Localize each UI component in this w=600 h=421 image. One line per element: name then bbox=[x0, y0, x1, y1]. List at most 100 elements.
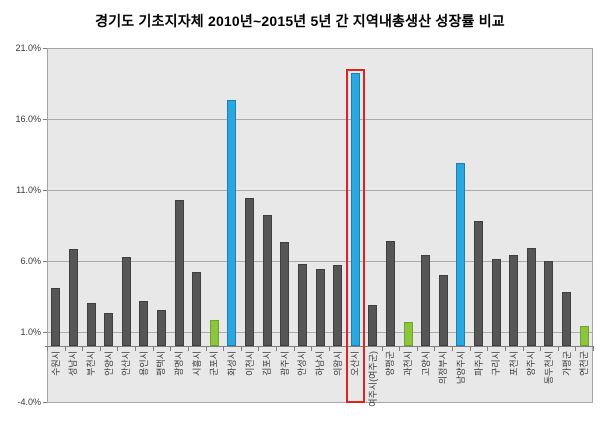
plot-area bbox=[47, 48, 593, 403]
bar-양평군 bbox=[385, 241, 395, 347]
x-tick-mark bbox=[540, 346, 542, 351]
bar-의정부시 bbox=[438, 275, 448, 347]
x-tick-mark bbox=[205, 346, 207, 351]
category-label-화성시: 화성시 bbox=[226, 351, 237, 376]
category-label-안양시: 안양시 bbox=[103, 351, 114, 376]
category-label-시흥시: 시흥시 bbox=[191, 351, 202, 376]
category-label-이천시: 이천시 bbox=[244, 351, 255, 376]
x-tick-mark bbox=[504, 346, 506, 351]
x-tick-mark bbox=[593, 346, 594, 351]
x-tick-mark bbox=[64, 346, 66, 351]
x-tick-mark bbox=[47, 346, 48, 351]
x-tick-mark bbox=[117, 346, 119, 351]
gridline-11.0% bbox=[47, 190, 593, 191]
y-tick-mark bbox=[43, 402, 47, 403]
gridline-16.0% bbox=[47, 119, 593, 120]
bar-고양시 bbox=[421, 255, 431, 347]
bar-여주시(여주군) bbox=[368, 305, 378, 347]
y-tick-label: 11.0% bbox=[16, 185, 41, 195]
bar-김포시 bbox=[262, 215, 272, 347]
x-tick-mark bbox=[452, 346, 454, 351]
x-tick-mark bbox=[469, 346, 471, 351]
y-tick-mark bbox=[43, 332, 47, 333]
category-label-연천군: 연천군 bbox=[579, 351, 590, 376]
bar-파주시 bbox=[474, 221, 484, 347]
bar-안산시 bbox=[121, 257, 131, 347]
category-label-여주시(여주군): 여주시(여주군) bbox=[367, 351, 378, 407]
bar-안양시 bbox=[104, 313, 114, 347]
category-label-광명시: 광명시 bbox=[174, 351, 185, 376]
x-tick-mark bbox=[223, 346, 225, 351]
bar-이천시 bbox=[245, 198, 255, 347]
highlight-box-오산시 bbox=[345, 68, 365, 403]
bar-안성시 bbox=[297, 264, 307, 347]
bar-수원시 bbox=[51, 288, 61, 347]
bar-포천시 bbox=[509, 255, 519, 347]
category-axis-line bbox=[45, 346, 593, 348]
bar-성남시 bbox=[68, 249, 78, 347]
bar-평택시 bbox=[156, 310, 166, 347]
category-label-성남시: 성남시 bbox=[68, 351, 79, 376]
x-tick-mark bbox=[293, 346, 295, 351]
category-label-의정부시: 의정부시 bbox=[438, 351, 449, 385]
x-tick-mark bbox=[399, 346, 401, 351]
category-label-안성시: 안성시 bbox=[297, 351, 308, 376]
y-tick-label: -4.0% bbox=[17, 397, 41, 407]
bar-가평군 bbox=[562, 292, 572, 347]
category-label-파주시: 파주시 bbox=[473, 351, 484, 376]
x-tick-mark bbox=[82, 346, 84, 351]
gridline-6.0% bbox=[47, 261, 593, 262]
y-tick-mark bbox=[43, 119, 47, 120]
category-label-군포시: 군포시 bbox=[209, 351, 220, 376]
x-tick-mark bbox=[275, 346, 277, 351]
category-label-용인시: 용인시 bbox=[138, 351, 149, 376]
x-tick-mark bbox=[328, 346, 330, 351]
category-label-의왕시: 의왕시 bbox=[332, 351, 343, 376]
y-tick-mark bbox=[43, 261, 47, 262]
category-label-가평군: 가평군 bbox=[561, 351, 572, 376]
category-label-양평군: 양평군 bbox=[385, 351, 396, 376]
category-label-구리시: 구리시 bbox=[491, 351, 502, 376]
chart-title: 경기도 기초지자체 2010년~2015년 5년 간 지역내총생산 성장률 비교 bbox=[95, 13, 505, 29]
x-tick-mark bbox=[311, 346, 313, 351]
category-label-남양주시: 남양주시 bbox=[455, 351, 466, 385]
category-label-수원시: 수원시 bbox=[50, 351, 61, 376]
x-tick-mark bbox=[522, 346, 524, 351]
x-tick-mark bbox=[152, 346, 154, 351]
category-label-부천시: 부천시 bbox=[86, 351, 97, 376]
x-tick-mark bbox=[557, 346, 559, 351]
y-tick-label: 21.0% bbox=[15, 43, 41, 53]
category-label-고양시: 고양시 bbox=[420, 351, 431, 376]
category-label-동두천시: 동두천시 bbox=[543, 351, 554, 385]
x-tick-mark bbox=[575, 346, 577, 351]
category-label-과천시: 과천시 bbox=[403, 351, 414, 376]
y-tick-label: 1.0% bbox=[20, 327, 41, 337]
x-tick-mark bbox=[434, 346, 436, 351]
bar-의왕시 bbox=[333, 265, 343, 347]
bar-부천시 bbox=[86, 303, 96, 347]
bar-화성시 bbox=[227, 100, 237, 347]
category-label-하남시: 하남시 bbox=[315, 351, 325, 376]
bar-광명시 bbox=[174, 200, 184, 347]
y-tick-label: 16.0% bbox=[15, 114, 41, 124]
bar-연천군 bbox=[579, 326, 589, 347]
x-tick-mark bbox=[240, 346, 242, 351]
x-tick-mark bbox=[487, 346, 489, 351]
x-tick-mark bbox=[258, 346, 260, 351]
bar-양주시 bbox=[526, 248, 536, 347]
bar-광주시 bbox=[280, 242, 290, 347]
x-tick-mark bbox=[416, 346, 418, 351]
y-tick-label: 6.0% bbox=[20, 256, 41, 266]
bar-남양주시 bbox=[456, 163, 466, 347]
bar-과천시 bbox=[403, 322, 413, 347]
bar-오산시 bbox=[350, 73, 360, 347]
x-tick-mark bbox=[99, 346, 101, 351]
bar-하남시 bbox=[315, 269, 325, 347]
category-label-평택시: 평택시 bbox=[156, 351, 167, 376]
x-tick-mark bbox=[170, 346, 172, 351]
category-label-김포시: 김포시 bbox=[262, 351, 273, 376]
x-tick-mark bbox=[135, 346, 137, 351]
x-tick-mark bbox=[381, 346, 383, 351]
bar-동두천시 bbox=[544, 261, 554, 347]
category-label-포천시: 포천시 bbox=[508, 351, 519, 376]
